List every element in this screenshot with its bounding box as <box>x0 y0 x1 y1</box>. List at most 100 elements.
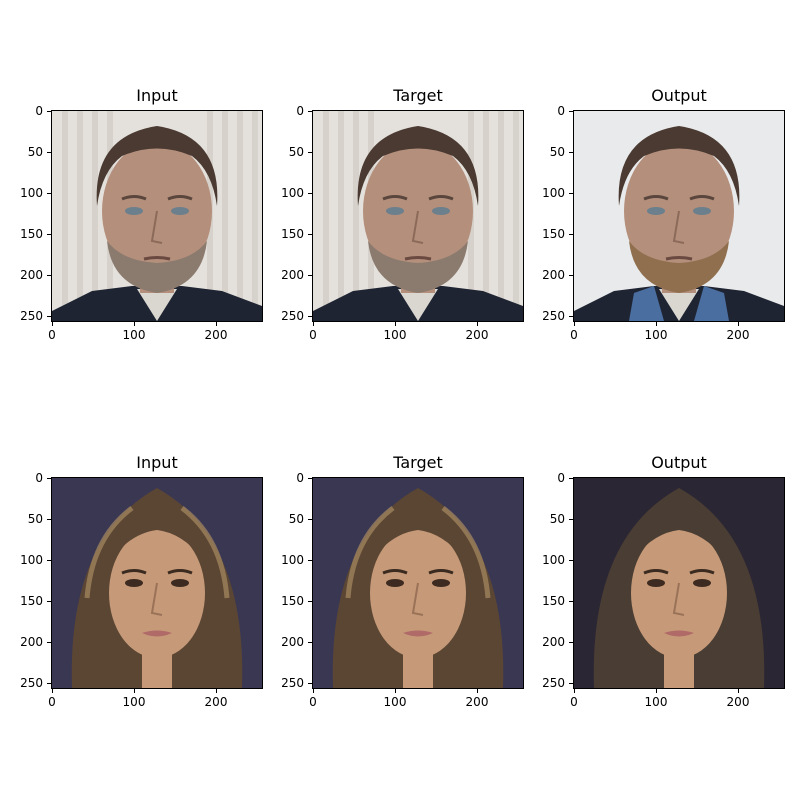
y-tick-label: 50 <box>288 512 304 526</box>
x-tick-mark <box>656 689 657 693</box>
y-tick-label: 100 <box>542 186 565 200</box>
x-tick-mark <box>574 689 575 693</box>
x-tick-label: 0 <box>570 328 578 342</box>
y-tick-label: 100 <box>281 553 304 567</box>
y-tick-label: 50 <box>27 512 43 526</box>
y-tick-mark <box>569 152 573 153</box>
y-tick-label: 200 <box>281 268 304 282</box>
y-tick-mark <box>569 560 573 561</box>
x-tick-label: 200 <box>465 328 489 342</box>
woman-input-image <box>51 477 263 689</box>
y-tick-label: 250 <box>281 676 304 690</box>
y-tick-label: 50 <box>27 145 43 159</box>
y-tick-label: 100 <box>542 553 565 567</box>
y-tick-mark <box>47 642 51 643</box>
y-tick-label: 0 <box>296 104 304 118</box>
x-tick-mark <box>134 689 135 693</box>
y-tick-mark <box>308 275 312 276</box>
y-tick-mark <box>308 478 312 479</box>
y-tick-mark <box>569 275 573 276</box>
y-tick-label: 250 <box>542 676 565 690</box>
y-tick-mark <box>47 193 51 194</box>
woman-target-image <box>312 477 524 689</box>
x-tick-mark <box>313 322 314 326</box>
y-tick-label: 200 <box>20 635 43 649</box>
panel-title: Input <box>136 453 178 472</box>
y-tick-label: 0 <box>35 471 43 485</box>
y-tick-label: 200 <box>20 268 43 282</box>
y-tick-mark <box>47 519 51 520</box>
x-tick-label: 200 <box>465 695 489 709</box>
x-tick-label: 100 <box>383 695 407 709</box>
x-tick-label: 100 <box>644 328 668 342</box>
y-tick-mark <box>569 193 573 194</box>
y-tick-mark <box>47 601 51 602</box>
y-tick-mark <box>47 152 51 153</box>
x-tick-label: 100 <box>644 695 668 709</box>
x-tick-label: 200 <box>204 328 228 342</box>
y-tick-mark <box>47 560 51 561</box>
x-tick-label: 200 <box>726 328 750 342</box>
y-tick-label: 0 <box>557 104 565 118</box>
y-tick-mark <box>308 683 312 684</box>
panel-title: Target <box>393 86 443 105</box>
x-tick-mark <box>216 322 217 326</box>
y-tick-mark <box>47 316 51 317</box>
x-tick-mark <box>52 689 53 693</box>
y-tick-mark <box>569 601 573 602</box>
y-tick-mark <box>308 111 312 112</box>
y-tick-label: 200 <box>542 635 565 649</box>
y-tick-mark <box>569 316 573 317</box>
y-tick-mark <box>569 683 573 684</box>
y-tick-mark <box>47 111 51 112</box>
panel-title: Input <box>136 86 178 105</box>
x-tick-label: 0 <box>48 695 56 709</box>
x-tick-label: 100 <box>383 328 407 342</box>
x-tick-mark <box>477 689 478 693</box>
y-tick-label: 150 <box>20 594 43 608</box>
man-input-image <box>51 110 263 322</box>
x-tick-mark <box>574 322 575 326</box>
x-tick-mark <box>738 689 739 693</box>
x-tick-label: 0 <box>309 328 317 342</box>
panel-title: Target <box>393 453 443 472</box>
x-tick-label: 0 <box>570 695 578 709</box>
x-tick-mark <box>395 322 396 326</box>
y-tick-label: 250 <box>20 309 43 323</box>
y-tick-label: 0 <box>296 471 304 485</box>
y-tick-label: 150 <box>542 594 565 608</box>
x-tick-mark <box>216 689 217 693</box>
panel-title: Output <box>651 453 707 472</box>
y-tick-label: 100 <box>281 186 304 200</box>
x-tick-mark <box>656 322 657 326</box>
y-tick-mark <box>308 642 312 643</box>
y-tick-label: 250 <box>542 309 565 323</box>
y-tick-label: 50 <box>288 145 304 159</box>
y-tick-mark <box>308 560 312 561</box>
man-output-image <box>573 110 785 322</box>
y-tick-label: 150 <box>20 227 43 241</box>
y-tick-mark <box>47 683 51 684</box>
y-tick-mark <box>47 478 51 479</box>
y-tick-mark <box>569 111 573 112</box>
y-tick-label: 250 <box>281 309 304 323</box>
x-tick-mark <box>52 322 53 326</box>
x-tick-label: 100 <box>122 328 146 342</box>
y-tick-label: 100 <box>20 553 43 567</box>
y-tick-label: 250 <box>20 676 43 690</box>
x-tick-mark <box>134 322 135 326</box>
x-tick-label: 200 <box>726 695 750 709</box>
x-tick-mark <box>395 689 396 693</box>
panel-title: Output <box>651 86 707 105</box>
y-tick-label: 100 <box>20 186 43 200</box>
y-tick-mark <box>308 193 312 194</box>
y-tick-mark <box>569 642 573 643</box>
y-tick-mark <box>308 234 312 235</box>
x-tick-label: 100 <box>122 695 146 709</box>
y-tick-mark <box>308 601 312 602</box>
y-tick-label: 0 <box>35 104 43 118</box>
y-tick-label: 150 <box>281 594 304 608</box>
woman-output-image <box>573 477 785 689</box>
x-tick-mark <box>738 322 739 326</box>
x-tick-label: 200 <box>204 695 228 709</box>
